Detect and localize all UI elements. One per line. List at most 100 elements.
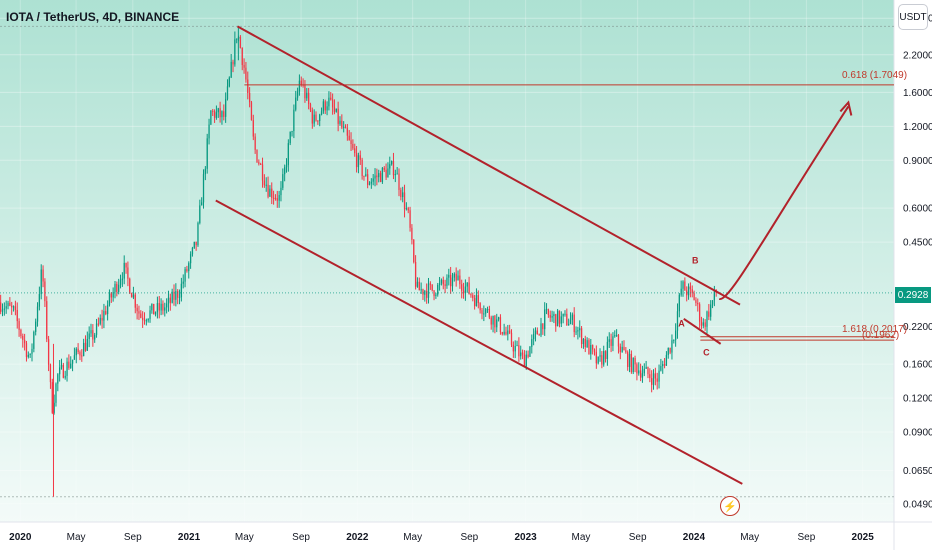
candle-body (53, 402, 55, 413)
candle-body (673, 339, 675, 341)
candle-body (25, 343, 28, 357)
candle-body (634, 358, 636, 365)
candle-body (110, 293, 112, 298)
candle-body (9, 302, 11, 306)
candle-body (584, 339, 586, 348)
x-tick-label: Sep (629, 532, 647, 543)
candle-body (337, 108, 339, 124)
flash-icon[interactable]: ⚡ (720, 496, 740, 516)
candle-body (499, 317, 502, 333)
candle-body (250, 102, 253, 121)
candle-body (241, 48, 243, 65)
candle-body (23, 339, 26, 344)
candle-body (492, 315, 494, 325)
candle-body (684, 281, 686, 291)
candle-body (245, 67, 247, 80)
candle-body (103, 311, 105, 321)
candle-body (525, 354, 527, 367)
candle-body (625, 350, 627, 353)
candle-body (261, 164, 264, 181)
candle-body (680, 288, 682, 295)
candle-body (320, 111, 323, 115)
candle-body (20, 329, 22, 337)
candle-body (588, 340, 590, 355)
candle-body (330, 97, 332, 100)
candle-body (477, 295, 479, 304)
candle-body (343, 126, 345, 128)
candle-body (274, 197, 277, 199)
x-tick-label: 2023 (514, 532, 537, 543)
candle-body (592, 345, 594, 350)
candle-body (184, 269, 186, 282)
candle-body (295, 97, 297, 110)
candle-body (674, 330, 677, 340)
candle-body (429, 283, 432, 285)
candle-body (114, 283, 116, 293)
candle-body (562, 313, 564, 317)
candle-body (68, 361, 70, 368)
candle-body (5, 306, 7, 309)
candle-body (427, 283, 430, 298)
candle-body (630, 353, 633, 373)
candle-body (615, 335, 618, 337)
x-tick-label: Sep (797, 532, 815, 543)
candle-body (568, 324, 570, 326)
wave-label: A (678, 319, 685, 329)
candle-body (33, 331, 35, 349)
candle-body (193, 241, 195, 248)
x-tick-label: May (67, 532, 86, 543)
candle-body (606, 341, 609, 359)
candle-body (348, 135, 350, 141)
candle-body (437, 284, 439, 295)
candle-body (317, 120, 319, 122)
candle-body (451, 277, 454, 287)
candle-body (464, 286, 467, 294)
candle-body (449, 274, 452, 287)
candle-body (486, 309, 489, 311)
candle-body (333, 107, 336, 112)
trendline-flag-line (683, 317, 722, 345)
candle-body (145, 320, 147, 322)
candle-body (319, 114, 321, 121)
candle-body (285, 165, 288, 168)
candle-body (265, 184, 267, 186)
candle-body (612, 336, 614, 346)
candle-body (599, 355, 601, 357)
x-tick-label: Sep (460, 532, 478, 543)
candle-body (632, 358, 634, 373)
candle-body (468, 282, 470, 294)
candle-body (177, 291, 179, 298)
candle-body (42, 269, 44, 282)
candle-body (154, 312, 157, 315)
candle-body (27, 354, 29, 357)
candle-body (529, 346, 531, 357)
candle-body (335, 108, 337, 112)
candle-body (284, 167, 286, 175)
y-tick-label: 0.1600 (903, 360, 932, 371)
candle-body (573, 314, 575, 333)
currency-unit-button[interactable]: USDT (898, 4, 928, 30)
candle-body (385, 169, 387, 178)
price-axis-background (894, 0, 932, 550)
candle-body (636, 364, 638, 374)
fib-label: 1.618 (0.2017) (842, 324, 907, 335)
x-tick-label: 2020 (9, 532, 32, 543)
candle-body (365, 174, 367, 177)
y-tick-label: 0.2200 (903, 322, 932, 333)
candle-body (287, 143, 289, 166)
candle-body (682, 281, 684, 289)
candle-body (667, 347, 669, 355)
candle-body (232, 61, 234, 65)
candle-body (534, 330, 537, 334)
candle-body (306, 92, 308, 99)
candle-body (11, 305, 13, 308)
candle-body (367, 174, 369, 185)
candle-body (82, 342, 85, 357)
candle-body (483, 313, 485, 315)
candle-body (260, 163, 262, 165)
y-tick-label: 0.1200 (903, 394, 932, 405)
x-tick-label: 2022 (346, 532, 369, 543)
candle-body (671, 340, 673, 353)
